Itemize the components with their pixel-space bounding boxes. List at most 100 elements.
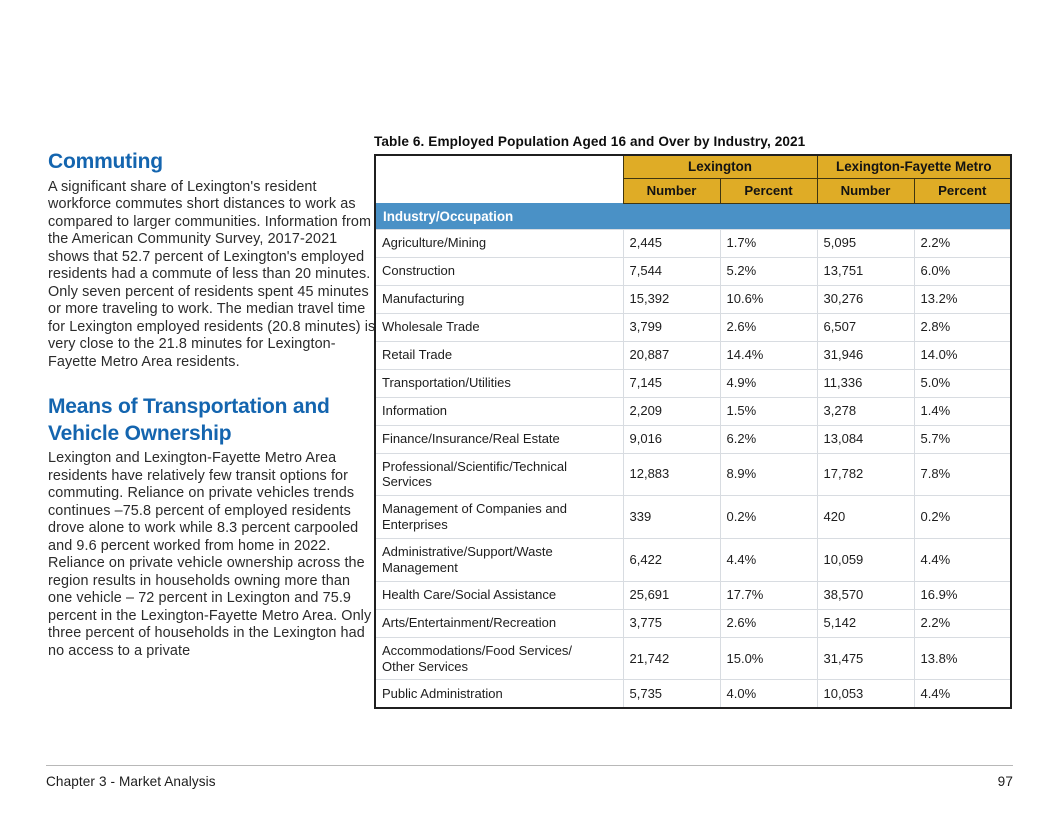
lexington-percent-cell: 10.6%	[719, 284, 818, 314]
table-row: Manufacturing 15,392 10.6% 30,276 13.2%	[374, 284, 1012, 314]
section-label-industry-occupation: Industry/Occupation	[375, 203, 1012, 229]
table-row: Wholesale Trade 3,799 2.6% 6,507 2.8%	[374, 312, 1012, 342]
table-row: Administrative/Support/Waste Management 6…	[374, 537, 1012, 582]
lexington-percent-cell: 6.2%	[719, 424, 818, 454]
lexington-percent-cell: 4.9%	[719, 368, 818, 398]
industry-label-cell: Management of Companies and Enterprises	[374, 495, 624, 539]
metro-number-cell: 31,475	[816, 636, 915, 681]
industry-label-cell: Finance/Insurance/Real Estate	[374, 424, 624, 454]
sub-header-metro-percent: Percent	[913, 177, 1012, 204]
table-row: Arts/Entertainment/Recreation 3,775 2.6% 5,…	[374, 608, 1012, 638]
lexington-percent-cell: 17.7%	[719, 580, 818, 610]
footer-divider	[46, 765, 1013, 766]
metro-number-cell: 31,946	[816, 340, 915, 370]
lexington-number-cell: 25,691	[622, 580, 721, 610]
table-row: Finance/Insurance/Real Estate 9,016 6.2% 13…	[374, 424, 1012, 454]
metro-percent-cell: 4.4%	[913, 679, 1012, 709]
metro-percent-cell: 16.9%	[913, 580, 1012, 610]
lexington-percent-cell: 4.0%	[719, 679, 818, 709]
table-row: Agriculture/Mining 2,445 1.7% 5,095 2.2%	[374, 228, 1012, 258]
table-row: Construction 7,544 5.2% 13,751 6.0%	[374, 256, 1012, 286]
industry-table-body: Agriculture/Mining 2,445 1.7% 5,095 2.2% Cons…	[374, 228, 1012, 709]
industry-label-cell: Accommodations/Food Services/ Other Serv…	[374, 636, 624, 681]
section-label-row: Industry/Occupation	[375, 203, 1012, 229]
lexington-percent-cell: 4.4%	[719, 537, 818, 582]
metro-percent-cell: 1.4%	[913, 396, 1012, 426]
sub-header-metro-number: Number	[816, 177, 915, 204]
lexington-number-cell: 2,209	[622, 396, 721, 426]
lexington-percent-cell: 14.4%	[719, 340, 818, 370]
lexington-percent-cell: 2.6%	[719, 312, 818, 342]
industry-label-cell: Construction	[374, 256, 624, 286]
metro-percent-cell: 2.8%	[913, 312, 1012, 342]
industry-table-section: Table 6. Employed Population Aged 16 and…	[374, 134, 1013, 709]
metro-percent-cell: 13.2%	[913, 284, 1012, 314]
lexington-percent-cell: 2.6%	[719, 608, 818, 638]
lexington-percent-cell: 1.5%	[719, 396, 818, 426]
industry-label-cell: Public Administration	[374, 679, 624, 709]
table-row: Retail Trade 20,887 14.4% 31,946 14.0%	[374, 340, 1012, 370]
metro-number-cell: 13,084	[816, 424, 915, 454]
industry-label-cell: Professional/Scientific/Technical Servic…	[374, 452, 624, 497]
metro-percent-cell: 14.0%	[913, 340, 1012, 370]
lexington-number-cell: 7,145	[622, 368, 721, 398]
table-row: Information 2,209 1.5% 3,278 1.4%	[374, 396, 1012, 426]
metro-percent-cell: 5.0%	[913, 368, 1012, 398]
industry-label-cell: Health Care/Social Assistance	[374, 580, 624, 610]
group-header-lexington: Lexington	[622, 154, 818, 179]
metro-number-cell: 11,336	[816, 368, 915, 398]
lexington-number-cell: 339	[622, 495, 721, 539]
metro-percent-cell: 2.2%	[913, 228, 1012, 258]
left-text-column: Commuting A significant share of Lexingt…	[48, 149, 376, 660]
industry-label-cell: Agriculture/Mining	[374, 228, 624, 258]
lexington-number-cell: 2,445	[622, 228, 721, 258]
lexington-number-cell: 9,016	[622, 424, 721, 454]
metro-percent-cell: 0.2%	[913, 495, 1012, 539]
lexington-number-cell: 15,392	[622, 284, 721, 314]
lexington-number-cell: 3,775	[622, 608, 721, 638]
lexington-percent-cell: 0.2%	[719, 495, 818, 539]
lexington-number-cell: 21,742	[622, 636, 721, 681]
metro-number-cell: 30,276	[816, 284, 915, 314]
metro-number-cell: 5,095	[816, 228, 915, 258]
lexington-percent-cell: 5.2%	[719, 256, 818, 286]
table-title: Table 6. Employed Population Aged 16 and…	[374, 134, 806, 149]
metro-number-cell: 6,507	[816, 312, 915, 342]
group-header-metro: Lexington-Fayette Metro	[816, 154, 1012, 179]
metro-number-cell: 13,751	[816, 256, 915, 286]
table-row: Public Administration 5,735 4.0% 10,053 4.4%	[374, 679, 1012, 709]
table-row: Accommodations/Food Services/ Other Serv…	[374, 636, 1012, 681]
sub-header-lexington-percent: Percent	[719, 177, 818, 204]
industry-label-cell: Transportation/Utilities	[374, 368, 624, 398]
table-row: Health Care/Social Assistance 25,691 17.7%…	[374, 580, 1012, 610]
metro-number-cell: 17,782	[816, 452, 915, 497]
lexington-percent-cell: 8.9%	[719, 452, 818, 497]
table-row: Management of Companies and Enterprises 3…	[374, 495, 1012, 539]
transportation-paragraph: Lexington and Lexington-Fayette Metro Ar…	[48, 450, 372, 659]
section-heading-transportation: Means of Transportation and Vehicle Owne…	[48, 395, 330, 445]
metro-percent-cell: 5.7%	[913, 424, 1012, 454]
industry-label-cell: Arts/Entertainment/Recreation	[374, 608, 624, 638]
table-row: Professional/Scientific/Technical Servic…	[374, 452, 1012, 497]
industry-label-cell: Information	[374, 396, 624, 426]
lexington-number-cell: 6,422	[622, 537, 721, 582]
metro-percent-cell: 7.8%	[913, 452, 1012, 497]
metro-number-cell: 420	[816, 495, 915, 539]
commuting-paragraph: A significant share of Lexington's resid…	[48, 178, 376, 370]
group-header-row: Lexington Lexington-Fayette Metro	[375, 154, 1012, 203]
metro-number-cell: 10,053	[816, 679, 915, 709]
sub-header-lexington-number: Number	[622, 177, 721, 204]
metro-number-cell: 5,142	[816, 608, 915, 638]
sub-header-row: Number Percent Number Percent	[375, 177, 1012, 204]
footer-chapter-label: Chapter 3 - Market Analysis	[46, 774, 216, 789]
industry-label-cell: Administrative/Support/Waste Management	[374, 537, 624, 582]
lexington-percent-cell: 1.7%	[719, 228, 818, 258]
metro-percent-cell: 13.8%	[913, 636, 1012, 681]
page-footer: Chapter 3 - Market Analysis 97	[46, 774, 1013, 789]
industry-label-cell: Manufacturing	[374, 284, 624, 314]
lexington-number-cell: 12,883	[622, 452, 721, 497]
metro-percent-cell: 6.0%	[913, 256, 1012, 286]
lexington-percent-cell: 15.0%	[719, 636, 818, 681]
footer-page-number: 97	[997, 774, 1013, 789]
